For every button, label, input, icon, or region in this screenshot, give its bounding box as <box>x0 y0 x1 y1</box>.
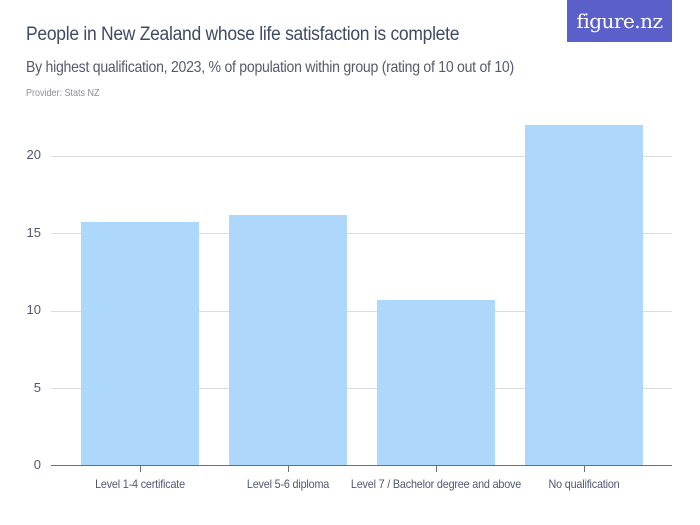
gridline-20 <box>51 156 672 157</box>
gridline-10 <box>51 311 672 312</box>
provider-label: Provider: Stats NZ <box>26 88 100 99</box>
y-tick-label: 5 <box>33 380 41 395</box>
x-tick-label: Level 5-6 diploma <box>246 477 330 491</box>
y-tick-label: 15 <box>26 225 41 240</box>
y-tick-label: 0 <box>33 457 41 472</box>
x-tick <box>140 466 141 472</box>
bar[interactable] <box>525 125 643 465</box>
gridline-5 <box>51 388 672 389</box>
bar[interactable] <box>81 222 199 465</box>
chart-subtitle: By highest qualification, 2023, % of pop… <box>26 59 514 76</box>
x-tick-label: No qualification <box>548 477 620 491</box>
y-tick-label: 10 <box>26 302 41 317</box>
y-tick-label: 20 <box>26 147 41 162</box>
x-axis-line <box>51 465 672 466</box>
x-tick-label: Level 7 / Bachelor degree and above <box>350 477 522 491</box>
x-tick <box>584 466 585 472</box>
gridline-15 <box>51 233 672 234</box>
bar[interactable] <box>377 299 495 465</box>
x-tick-label: Level 1-4 certificate <box>95 477 185 491</box>
bar[interactable] <box>229 214 347 465</box>
chart-title: People in New Zealand whose life satisfa… <box>26 24 460 45</box>
x-tick <box>436 466 437 472</box>
x-tick <box>288 466 289 472</box>
figure-nz-logo[interactable]: figure.nz <box>567 0 672 42</box>
